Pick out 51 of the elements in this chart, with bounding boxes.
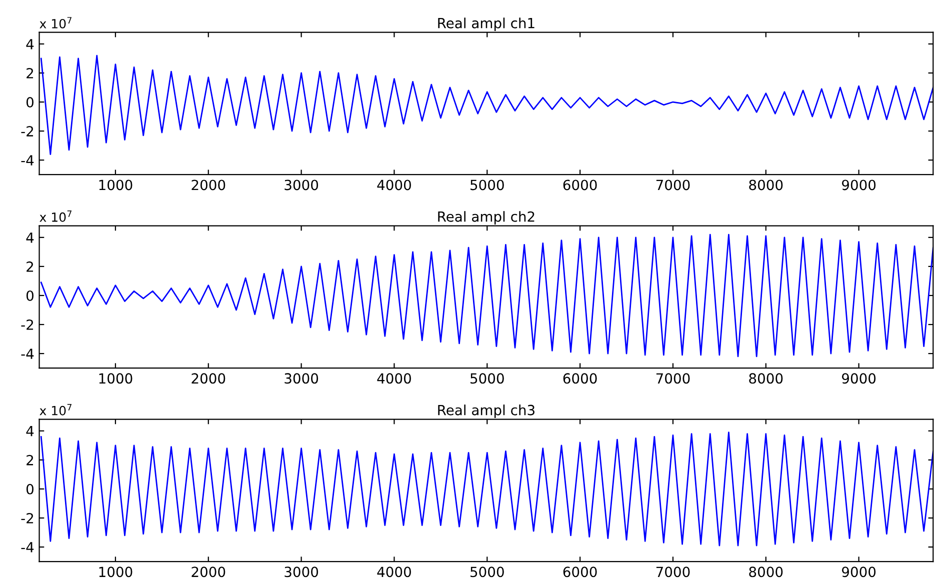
x-tick-label: 1000 (99, 180, 132, 190)
y-tick-label: -4 (21, 348, 34, 359)
x-tick-label: 5000 (470, 373, 504, 384)
text: x 10$^{7}$ (40, 17, 72, 28)
line-series (40, 54, 934, 155)
x-tick-label: 4000 (377, 180, 411, 190)
x-tick-label: 6000 (563, 180, 597, 190)
x-tick-label: 9000 (842, 180, 876, 190)
x-tick-label: 2000 (192, 373, 226, 384)
x-tick-label: 8000 (749, 180, 783, 190)
y-tick-label: 4 (26, 232, 34, 243)
x-tick-label: 8000 (749, 373, 783, 384)
y-tick-label: -2 (21, 512, 34, 524)
y-tick-label: 0 (26, 96, 34, 108)
y-tick-label: 4 (26, 39, 34, 50)
y-tick-label: 4 (26, 426, 34, 436)
y-tick-label: -4 (21, 155, 34, 166)
chart-title: Real ampl ch3 (438, 404, 534, 418)
x-tick-label: 4000 (377, 373, 411, 384)
chart-title: Real ampl ch2 (438, 211, 534, 225)
y-tick-label: -2 (21, 319, 34, 330)
x-tick-label: 7000 (656, 373, 690, 384)
x-tick-label: 3000 (284, 180, 318, 190)
y-tick-label: -2 (21, 126, 34, 136)
line-series (40, 234, 934, 358)
y-tick-label: 2 (26, 68, 34, 78)
y-tick-label: 2 (26, 261, 34, 272)
x-tick-label: 1000 (99, 373, 132, 384)
x-tick-label: 2000 (192, 566, 226, 578)
chart-title: Real ampl ch1 (438, 18, 534, 32)
x-tick-label: 9000 (842, 566, 876, 578)
text: x 10$^{7}$ (40, 404, 72, 416)
x-tick-label: 5000 (470, 180, 504, 190)
y-tick-label: 0 (26, 290, 34, 301)
y-tick-label: -4 (21, 542, 34, 552)
x-tick-label: 2000 (192, 180, 226, 190)
x-tick-label: 1000 (99, 566, 132, 578)
line-series (40, 432, 934, 546)
x-tick-label: 5000 (470, 566, 504, 578)
text: x 10$^{7}$ (40, 210, 72, 222)
x-tick-label: 8000 (749, 566, 783, 578)
x-tick-label: 7000 (656, 180, 690, 190)
x-tick-label: 3000 (284, 373, 318, 384)
x-tick-label: 3000 (284, 566, 318, 578)
x-tick-label: 7000 (656, 566, 690, 578)
x-tick-label: 6000 (563, 566, 597, 578)
y-tick-label: 2 (26, 454, 34, 466)
x-tick-label: 6000 (563, 373, 597, 384)
x-tick-label: 4000 (377, 566, 411, 578)
y-tick-label: 0 (26, 484, 34, 494)
x-tick-label: 9000 (842, 373, 876, 384)
